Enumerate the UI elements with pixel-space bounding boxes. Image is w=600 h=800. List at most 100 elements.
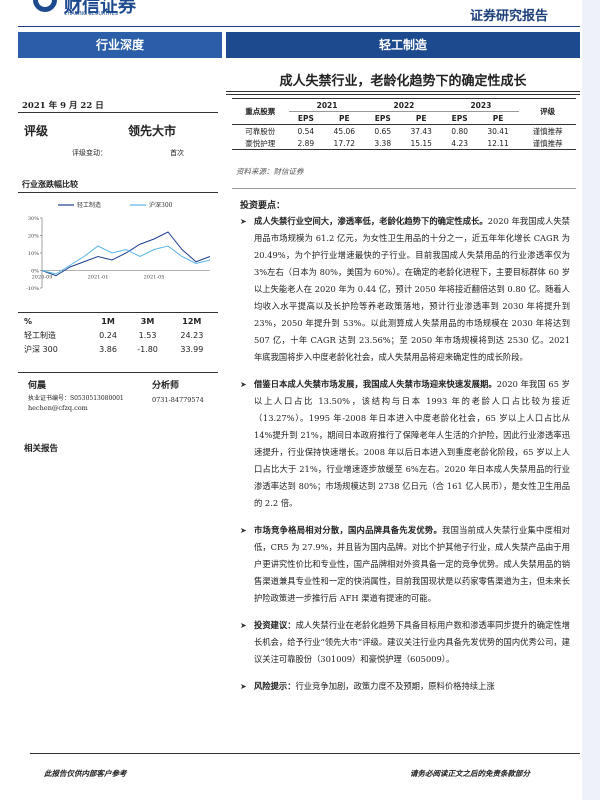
sub-header: PE <box>323 111 366 125</box>
stocks-cell: 15.15 <box>410 138 432 148</box>
report-title: 成人失禁行业，老龄化趋势下的确定性成长 <box>279 74 527 89</box>
footer-right: 请务必阅读正文之后的免责条款部分 <box>410 769 530 778</box>
rating-label: 评级 <box>24 124 49 138</box>
y-tick-label: 0% <box>31 269 39 275</box>
side-strip <box>582 0 600 800</box>
point-body: 2020 年我国成人失禁用品市场规模为 61.2 亿元，为女性卫生用品的十分之一… <box>254 216 570 362</box>
stocks-cell: 可靠股份 <box>245 126 276 136</box>
sub-header: EPS <box>288 111 324 125</box>
point-body: 行业竞争加剧，政策力度不及预期，原料价格持续上涨 <box>295 681 495 691</box>
perf-cell: 轻工制造 <box>24 330 56 340</box>
legend-label: 沪深300 <box>149 201 173 209</box>
points-title: 投资要点： <box>240 201 286 211</box>
year-header: 2021 <box>316 100 338 110</box>
stocks-cell: 17.72 <box>333 138 356 148</box>
sub-header: EPS <box>442 111 477 125</box>
legend-label: 轻工制造 <box>77 201 101 209</box>
perf-row: 轻工制造 0.24 1.53 24.23 <box>22 328 214 342</box>
stock-header: 重点股票 <box>232 98 289 125</box>
stocks-row: 可靠股份 0.54 45.06 0.65 37.43 0.80 30.41 谨慎推荐 <box>232 125 576 138</box>
point-lead: 借鉴日本成人失禁市场发展，我国成人失禁市场迎来快速发展期。 <box>254 379 497 389</box>
y-tick-label: 10% <box>28 251 39 257</box>
performance-chart: -10% 0% 10% 20% 30% 2020-09 2021-01 2021-05 轻工制造… <box>26 201 211 292</box>
point: 投资建议：成人失禁行业在老龄化趋势下具备目标用户数和渗透率同步提升的确定性增长机… <box>240 617 570 668</box>
analyst-email: hechen@cfzq.com <box>28 404 88 412</box>
perf-header: 12M <box>182 316 202 326</box>
perf-rule <box>18 312 218 313</box>
point-lead: 投资建议： <box>254 620 296 630</box>
y-tick-label: 30% <box>28 216 39 222</box>
year-header: 2022 <box>393 100 415 110</box>
x-tick-label: 2021-05 <box>144 275 165 281</box>
perf-header: % <box>24 316 33 326</box>
stocks-cell: 3.38 <box>374 138 392 148</box>
footer-rule <box>30 753 580 754</box>
perf-header: 3M <box>140 316 155 326</box>
x-tick-label: 2020-09 <box>32 275 53 281</box>
stocks-cell: 45.06 <box>333 126 356 136</box>
banner-category: 行业深度 <box>18 32 222 58</box>
logo-en: CHASING SECURITIES <box>64 11 118 17</box>
footer-left: 此报告仅供内部客户参考 <box>44 769 127 778</box>
point-lead: 风险提示： <box>254 681 296 691</box>
stocks-header-row: 重点股票 2021 2022 2023 评级 <box>232 98 576 125</box>
date: 2021 年 9 月 22 日 <box>22 101 104 111</box>
report-type: 证券研究报告 <box>470 9 549 24</box>
stocks-cell: 12.11 <box>487 138 509 148</box>
perf-cell: 33.99 <box>180 344 204 354</box>
related-title: 相关报告 <box>24 444 59 454</box>
banner-industry: 轻工制造 <box>226 32 580 58</box>
series-line <box>41 231 211 277</box>
perf-header: 1M <box>101 316 115 326</box>
logo-icon <box>33 0 57 12</box>
perf-cell: -1.80 <box>137 344 158 354</box>
point-body: 成人失禁行业在老龄化趋势下具备目标用户数和渗透率同步提升的确定性增长机会，给予行… <box>254 620 570 664</box>
point: 市场竞争格局相对分散，国内品牌具备先发优势。我国当前成人失禁行业集中度相对低，C… <box>240 522 570 607</box>
date-rule <box>18 112 218 113</box>
stocks-subheader-row: EPS PE EPS PE EPS PE <box>232 111 576 125</box>
sub-header: EPS <box>365 111 400 125</box>
stocks-cell: 豪悦护理 <box>245 138 276 148</box>
stocks-row: 豪悦护理 2.89 17.72 3.38 15.15 4.23 12.11 谨慎推荐 <box>232 137 576 150</box>
y-tick-label: 20% <box>28 234 39 240</box>
perf-cell: 1.53 <box>138 330 157 340</box>
sub-header: PE <box>476 111 520 125</box>
point-body: 2020 年我国 65 岁以上人口占比 13.50%，该结构与日本 1993 年… <box>254 379 570 508</box>
perf-row: 沪深 300 3.86 -1.80 33.99 <box>22 342 214 356</box>
year-header: 2023 <box>470 100 492 110</box>
perf-cell: 24.23 <box>180 330 204 340</box>
point-lead: 成人失禁行业空间大，渗透率低，老龄化趋势下的确定性成长。 <box>254 216 488 226</box>
rating-header: 评级 <box>519 98 576 125</box>
stocks-cell: 谨慎推荐 <box>532 138 563 148</box>
y-tick-label: -10% <box>26 286 39 292</box>
rating-change-label: 评级变动： <box>72 149 107 157</box>
perf-table: % 1M 3M 12M 轻工制造 0.24 1.53 24.23 沪深 300 3.86 -1.80… <box>22 314 214 356</box>
points-rule <box>232 188 576 189</box>
points: 成人失禁行业空间大，渗透率低，老龄化趋势下的确定性成长。2020 年我国成人失禁… <box>240 213 570 705</box>
point: 成人失禁行业空间大，渗透率低，老龄化趋势下的确定性成长。2020 年我国成人失禁… <box>240 213 570 366</box>
stocks-cell: 谨慎推荐 <box>532 126 563 136</box>
sub-header: PE <box>399 111 443 125</box>
rating: 领先大市 <box>128 124 177 138</box>
chart-title: 行业涨跌幅比较 <box>22 179 78 189</box>
point: 借鉴日本成人失禁市场发展，我国成人失禁市场迎来快速发展期。2020 年我国 65… <box>240 376 570 512</box>
perf-cell: 0.24 <box>99 330 117 340</box>
series-line <box>41 245 211 275</box>
header-rule <box>18 26 580 27</box>
perf-cell: 3.86 <box>99 344 117 354</box>
stocks-cell: 0.54 <box>297 126 315 136</box>
point-body: 我国当前成人失禁行业集中度相对低，CR5 为 27.9%，并且皆为国内品牌。对比… <box>254 525 570 603</box>
stocks-cell: 0.80 <box>451 126 468 136</box>
stocks-cell: 37.43 <box>410 126 432 136</box>
logo-text: 财信证券 <box>64 0 136 17</box>
perf-cell: 沪深 300 <box>24 344 58 354</box>
stocks-cell: 2.89 <box>297 138 315 148</box>
analyst-name: 何晨 <box>28 381 47 391</box>
perf-bottom-rule <box>18 372 218 373</box>
analyst-role: 分析师 <box>152 381 180 391</box>
analyst-cert: 执业证书编号：S0530513080001 <box>28 395 124 402</box>
stocks-cell: 4.23 <box>451 138 468 148</box>
rating-change: 首次 <box>170 149 184 157</box>
analyst-phone: 0731-84779574 <box>152 396 204 404</box>
